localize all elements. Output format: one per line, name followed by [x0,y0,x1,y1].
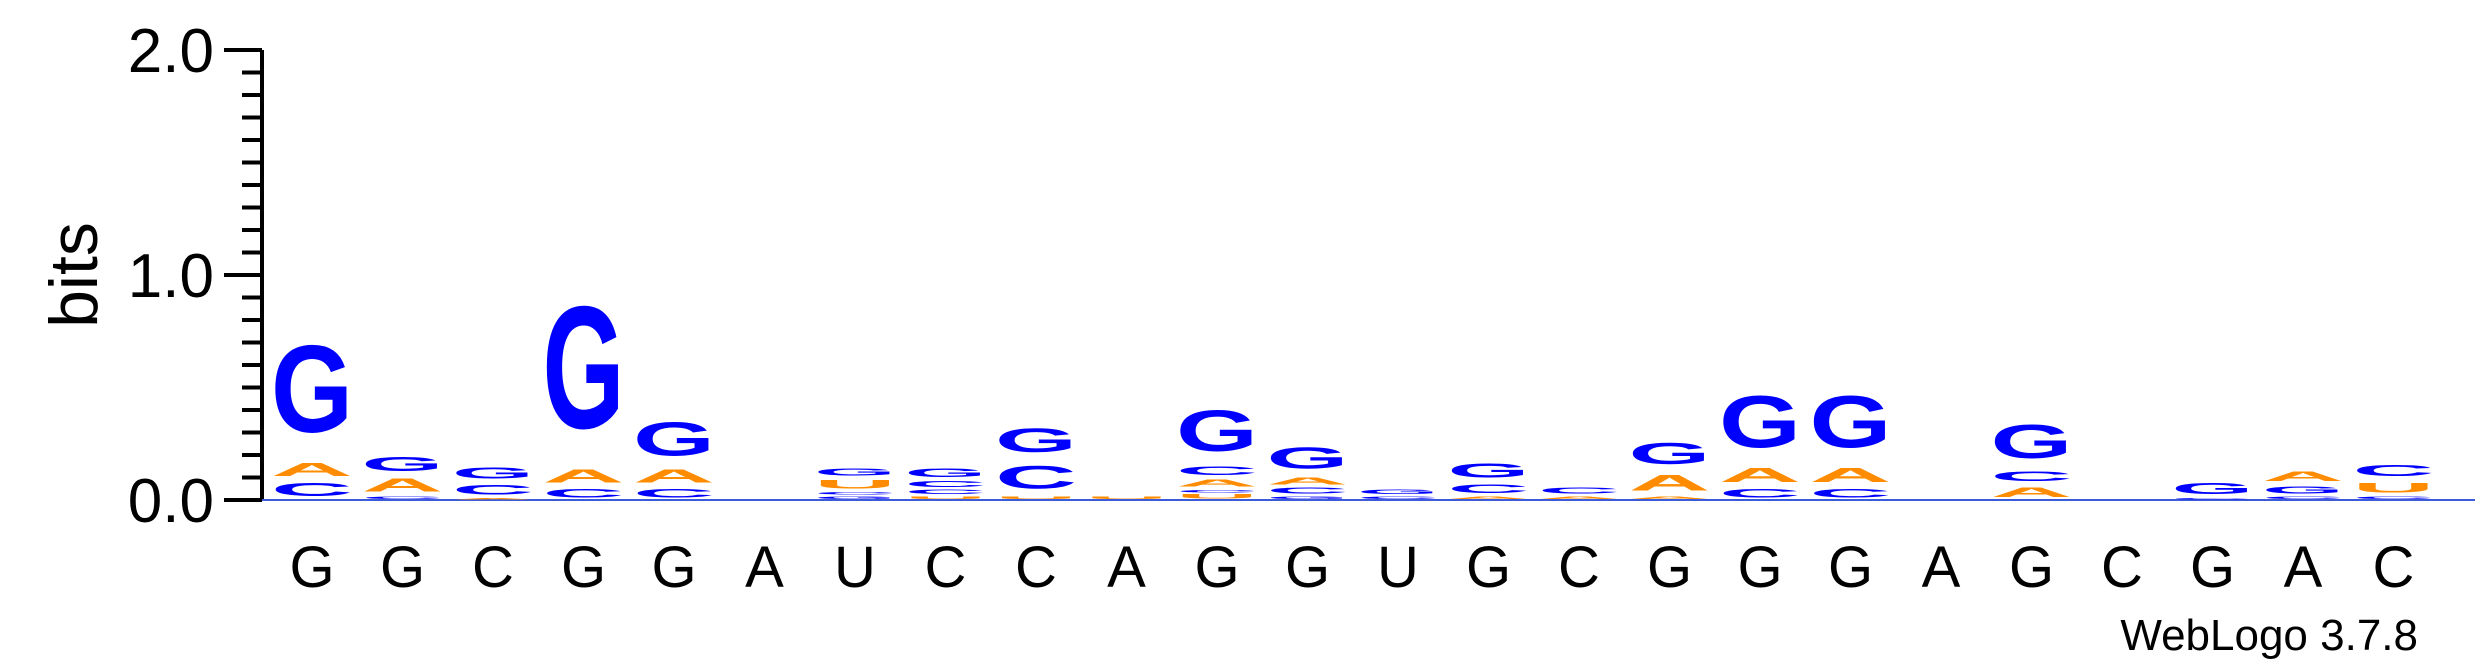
logo-letter-U: U [905,496,987,501]
logo-letter-C: C [2262,496,2344,501]
x-tick-label: C [925,535,967,600]
logo-letter-G: G [1991,415,2073,469]
x-tick-label: C [472,535,514,600]
x-tick-label: C [1015,535,1057,600]
x-tick-label: G [380,535,425,600]
x-tick-label: G [1647,535,1692,600]
logo-letter-A: A [1629,496,1711,501]
logo-letter-G: G [1719,381,1801,464]
x-tick-label: G [1828,535,1873,600]
x-tick-label: C [2101,535,2143,600]
logo-letter-A: A [1267,475,1349,486]
y-tick-label: 0.0 [128,467,214,536]
logo-letter-A: A [1991,484,2073,500]
logo-letter-G: G [1629,437,1711,470]
x-tick-label: A [2284,535,2323,600]
logo-letter-A: A [1538,496,1620,501]
x-tick-label: G [1285,535,1330,600]
x-tick-label: U [834,535,876,600]
logo-letter-G: G [2172,480,2254,498]
logo-letter-G: G [362,453,444,476]
x-tick-label: G [2190,535,2235,600]
x-tick-label: C [2373,535,2415,600]
x-tick-label: U [1377,535,1419,600]
x-tick-label: G [561,535,606,600]
logo-letter-G: G [1810,381,1892,464]
y-tick-label: 2.0 [128,17,214,86]
logo-letter-C: C [1357,496,1439,501]
logo-letter-U: U [995,496,1077,501]
logo-letter-G: G [271,321,353,459]
logo-letter-C: C [1991,469,2073,485]
logo-letter-C: C [995,459,1077,495]
x-tick-label: G [2009,535,2054,600]
logo-letter-A: A [1810,464,1892,486]
logo-letter-A: A [633,466,715,486]
logo-letter-C: C [271,480,353,500]
logo-letter-G: G [814,495,896,500]
logo-letter-C: C [905,480,987,489]
logo-letter-G: G [633,413,715,467]
y-ticks: 0.0 1.0 2.0 [128,17,262,536]
logo-letter-G: G [995,421,1077,459]
logo-letter-C: C [2353,496,2435,501]
logo-letter-U: U [2353,480,2435,496]
logo-letter-A: A [543,466,625,486]
x-tick-label: A [745,535,784,600]
logo-letter-C: C [1719,487,1801,500]
logo-letter-A: A [1176,478,1258,489]
logo-letter-C: C [2171,498,2253,500]
weblogo-credit: WebLogo 3.7.8 [2120,611,2418,660]
x-tick-label: A [1922,535,1961,600]
y-tick-label: 1.0 [128,242,214,311]
logo-letter-C: C [1176,464,1258,477]
x-tick-label: G [1194,535,1239,600]
logo-letter-A: A [2262,469,2344,485]
logo-letter-G: G [905,466,987,479]
x-tick-label: A [1107,535,1146,600]
logo-letter-C: C [905,489,987,496]
logo-letter-C: C [362,496,444,501]
x-tick-label: G [1737,535,1782,600]
logo-letter-G: G [814,466,896,477]
logo-letter-C: C [814,491,896,496]
logo-letter-A: A [362,475,444,495]
logo-letter-A: A [1719,464,1801,486]
logo-letter-G: G [1448,460,1530,483]
logo-letter-C: C [1267,487,1349,496]
logo-letter-A: A [1448,496,1530,501]
logo-letter-G: G [452,464,534,482]
logo-letter-C: C [2352,462,2434,480]
logo-letter-C: C [452,482,534,498]
logo-letter-G: G [543,269,625,465]
logo-letter-U: U [1176,493,1258,500]
logo-letter-C: C [1810,487,1892,500]
logo-letter-G: G [2262,484,2344,495]
logo-letter-C: C [1176,489,1258,494]
x-tick-label: C [1558,535,1600,600]
logo-letter-A: A [1629,471,1711,496]
logo-letter-U: U [1086,496,1168,501]
x-tick-label: G [1466,535,1511,600]
logo-letter-C: C [1448,482,1530,495]
logo-letter-G: G [1267,495,1349,500]
x-tick-label: G [289,535,334,600]
logo-letter-G: G [1357,489,1439,496]
logo-letter-C: C [1538,487,1620,496]
logo-letter-G: G [1176,399,1258,464]
logo-letter-A: A [452,498,534,500]
logo-letter-C: C [543,487,625,500]
logo-letter-U: U [814,478,896,491]
logo-letter-G: G [1267,442,1349,475]
logo-letter-C: C [633,487,715,500]
logo-letter-A: A [271,460,353,480]
y-axis-label: bits [36,222,112,328]
x-tick-label: G [651,535,696,600]
